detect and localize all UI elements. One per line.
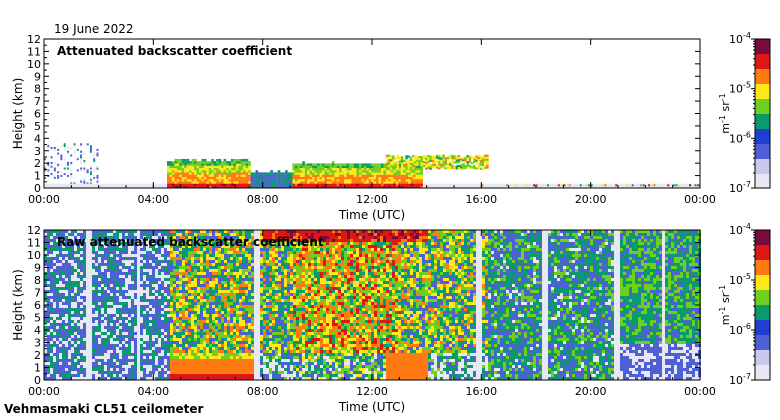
y-tick-label: 7 bbox=[34, 287, 41, 300]
x-tick-label: 00:00 bbox=[28, 193, 60, 206]
panel-title: Attenuated backscatter coefficient bbox=[57, 44, 292, 58]
y-tick-label: 1 bbox=[34, 170, 41, 183]
y-tick-label: 7 bbox=[34, 95, 41, 108]
y-tick-label: 12 bbox=[27, 33, 41, 46]
colorbar-unit-label: m-1 sr-1 bbox=[718, 285, 732, 325]
y-tick-label: 0 bbox=[34, 182, 41, 195]
x-tick-label: 16:00 bbox=[465, 193, 497, 206]
y-axis-label: Height (km) bbox=[11, 78, 25, 149]
y-tick-label: 1 bbox=[34, 362, 41, 375]
x-tick-label: 12:00 bbox=[356, 193, 388, 206]
y-tick-label: 4 bbox=[34, 324, 41, 337]
y-tick-label: 2 bbox=[34, 349, 41, 362]
y-tick-label: 6 bbox=[34, 108, 41, 121]
y-tick-label: 10 bbox=[27, 249, 41, 262]
y-tick-label: 2 bbox=[34, 157, 41, 170]
y-tick-label: 5 bbox=[34, 120, 41, 133]
colorbar-unit-label: m-1 sr-1 bbox=[718, 93, 732, 133]
colorbar-tick-label: 10-4 bbox=[729, 31, 751, 46]
plot-background bbox=[44, 39, 700, 188]
colorbar-frame bbox=[754, 229, 771, 381]
y-tick-label: 0 bbox=[34, 374, 41, 387]
colorbar-tick-label: 10-4 bbox=[729, 222, 751, 237]
x-tick-label: 16:00 bbox=[465, 385, 497, 398]
colorbar-tick-label: 10-6 bbox=[729, 322, 751, 337]
x-tick-label: 20:00 bbox=[575, 193, 607, 206]
y-axis-label: Height (km) bbox=[11, 269, 25, 340]
y-tick-label: 9 bbox=[34, 70, 41, 83]
y-tick-label: 8 bbox=[34, 274, 41, 287]
colorbar-tick-label: 10-5 bbox=[729, 81, 751, 96]
y-tick-label: 9 bbox=[34, 262, 41, 275]
y-tick-label: 11 bbox=[27, 237, 41, 250]
y-tick-label: 3 bbox=[34, 145, 41, 158]
y-tick-label: 12 bbox=[27, 224, 41, 237]
y-tick-label: 11 bbox=[27, 45, 41, 58]
x-axis-label: Time (UTC) bbox=[338, 400, 405, 414]
x-tick-label: 08:00 bbox=[247, 385, 279, 398]
x-tick-label: 08:00 bbox=[247, 193, 279, 206]
colorbar-tick-label: 10-7 bbox=[729, 180, 751, 195]
x-tick-label: 04:00 bbox=[137, 385, 169, 398]
x-tick-label: 00:00 bbox=[684, 385, 716, 398]
x-axis-label: Time (UTC) bbox=[338, 208, 405, 222]
y-tick-label: 6 bbox=[34, 299, 41, 312]
y-tick-label: 5 bbox=[34, 312, 41, 325]
panel-title: Raw attenuated backscatter coefficient bbox=[57, 235, 324, 249]
y-tick-label: 4 bbox=[34, 132, 41, 145]
colorbar-tick-label: 10-5 bbox=[729, 272, 751, 287]
footer-label: Vehmasmaki CL51 ceilometer bbox=[4, 402, 204, 416]
colorbar-tick-label: 10-7 bbox=[729, 372, 751, 387]
y-tick-label: 10 bbox=[27, 58, 41, 71]
heatmap-cells bbox=[44, 230, 701, 380]
x-tick-label: 12:00 bbox=[356, 385, 388, 398]
colorbar-frame bbox=[754, 38, 771, 189]
x-tick-label: 20:00 bbox=[575, 385, 607, 398]
y-tick-label: 8 bbox=[34, 83, 41, 96]
x-tick-label: 04:00 bbox=[137, 193, 169, 206]
y-tick-label: 3 bbox=[34, 337, 41, 350]
x-tick-label: 00:00 bbox=[28, 385, 60, 398]
colorbar-tick-label: 10-6 bbox=[729, 130, 751, 145]
x-tick-label: 00:00 bbox=[684, 193, 716, 206]
date-label: 19 June 2022 bbox=[54, 22, 134, 36]
